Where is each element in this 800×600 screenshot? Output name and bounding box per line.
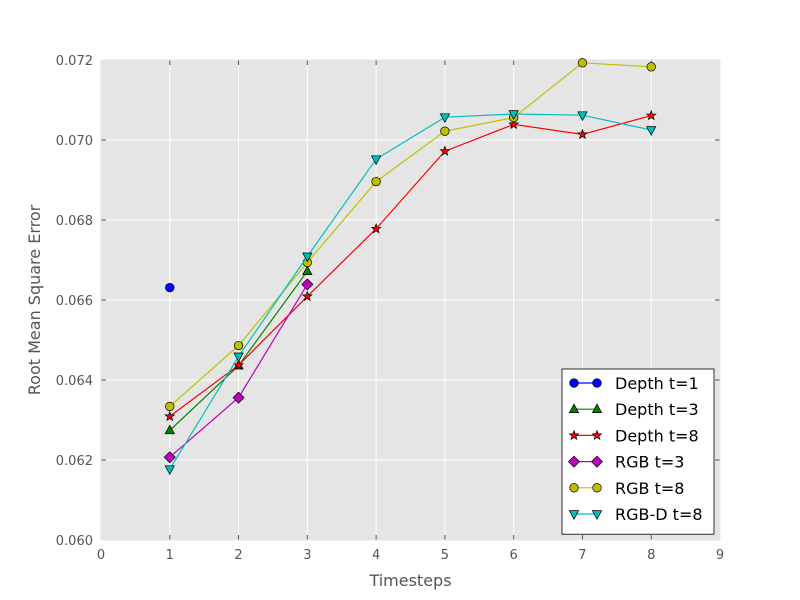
legend: Depth t=1 Depth t=3 Depth t=8 RGB t=3 RGB t=… — [561, 368, 715, 535]
data-point — [232, 391, 245, 404]
data-point — [233, 340, 244, 351]
legend-marker — [568, 403, 580, 413]
data-point — [301, 278, 314, 291]
plot-frame — [100, 59, 721, 541]
legend-label: Depth t=3 — [615, 400, 699, 419]
legend-item: RGB-D t=8 — [568, 505, 703, 524]
legend-label: Depth t=1 — [615, 374, 699, 393]
data-point — [164, 410, 176, 422]
legend-label: RGB t=3 — [615, 453, 684, 472]
legend-item: Depth t=1 — [569, 374, 699, 393]
data-point — [302, 252, 313, 263]
data-point — [440, 126, 450, 136]
x-tick-label: 7 — [578, 548, 586, 563]
x-tick-label: 9 — [716, 548, 724, 563]
legend-item: RGB t=3 — [568, 453, 684, 472]
x-tick-label: 0 — [97, 548, 105, 563]
x-axis-label: Timesteps — [368, 571, 451, 590]
data-point — [577, 58, 588, 68]
x-tick-label: 1 — [166, 548, 174, 563]
series-1 — [165, 282, 175, 293]
legend-marker — [591, 455, 603, 468]
data-point — [233, 352, 244, 363]
legend-marker — [591, 510, 603, 520]
x-tick-label: 2 — [234, 548, 242, 563]
data-point — [370, 222, 382, 234]
legend-item: Depth t=3 — [568, 400, 699, 419]
data-point — [371, 176, 381, 187]
legend-marker — [592, 378, 602, 388]
legend-marker — [568, 455, 580, 468]
data-point — [645, 109, 657, 121]
data-point — [164, 465, 175, 476]
y-axis-label: Root Mean Square Error — [25, 204, 44, 395]
data-point — [439, 145, 451, 156]
data-point — [646, 126, 657, 136]
legend-box — [561, 368, 715, 535]
x-tick-label: 6 — [510, 548, 518, 563]
legend-marker — [591, 403, 603, 413]
x-tick-label: 3 — [303, 548, 311, 563]
legend-marker — [569, 378, 579, 388]
series-4 — [163, 278, 314, 464]
y-tick-label: 0.072 — [56, 54, 93, 69]
x-tick-label: 8 — [647, 548, 655, 563]
data-point — [233, 359, 245, 370]
data-point — [370, 155, 382, 166]
series-line — [169, 62, 652, 407]
legend-marker — [591, 429, 603, 441]
y-tick-label: 0.070 — [56, 134, 93, 149]
data-point — [165, 401, 175, 412]
legend-item: Depth t=8 — [568, 426, 699, 445]
series-line — [169, 113, 652, 470]
series-3 — [164, 109, 657, 422]
data-point — [646, 62, 656, 72]
series-6 — [164, 110, 657, 476]
legend-item: RGB t=8 — [569, 479, 684, 498]
tick-labels: 0 1 2 3 4 5 6 7 8 9 0.060 0.062 0.064 0.066 0.068 0.070… — [56, 54, 724, 563]
legend-label: RGB-D t=8 — [615, 505, 703, 524]
data-point — [577, 111, 588, 122]
data-point — [301, 290, 313, 302]
data-point — [576, 128, 588, 140]
legend-marker — [568, 510, 580, 520]
series-layer — [163, 58, 657, 476]
series-line — [169, 115, 652, 417]
legend-label: RGB t=8 — [615, 479, 684, 498]
data-point — [165, 282, 175, 293]
data-point — [164, 424, 175, 435]
legend-label: Depth t=8 — [615, 426, 699, 445]
y-tick-label: 0.068 — [56, 214, 93, 229]
y-tick-label: 0.066 — [56, 294, 93, 309]
data-point — [439, 113, 451, 124]
data-point — [163, 451, 176, 464]
legend-marker — [568, 429, 580, 441]
data-point — [508, 118, 520, 130]
y-tick-label: 0.060 — [56, 534, 93, 549]
legend-marker — [592, 483, 602, 493]
y-tick-label: 0.062 — [56, 454, 93, 469]
y-tick-label: 0.064 — [56, 374, 93, 389]
data-point — [302, 265, 313, 275]
x-tick-label: 5 — [441, 548, 449, 563]
x-tick-label: 4 — [372, 548, 380, 563]
legend-marker — [569, 483, 579, 493]
data-point — [508, 110, 519, 120]
